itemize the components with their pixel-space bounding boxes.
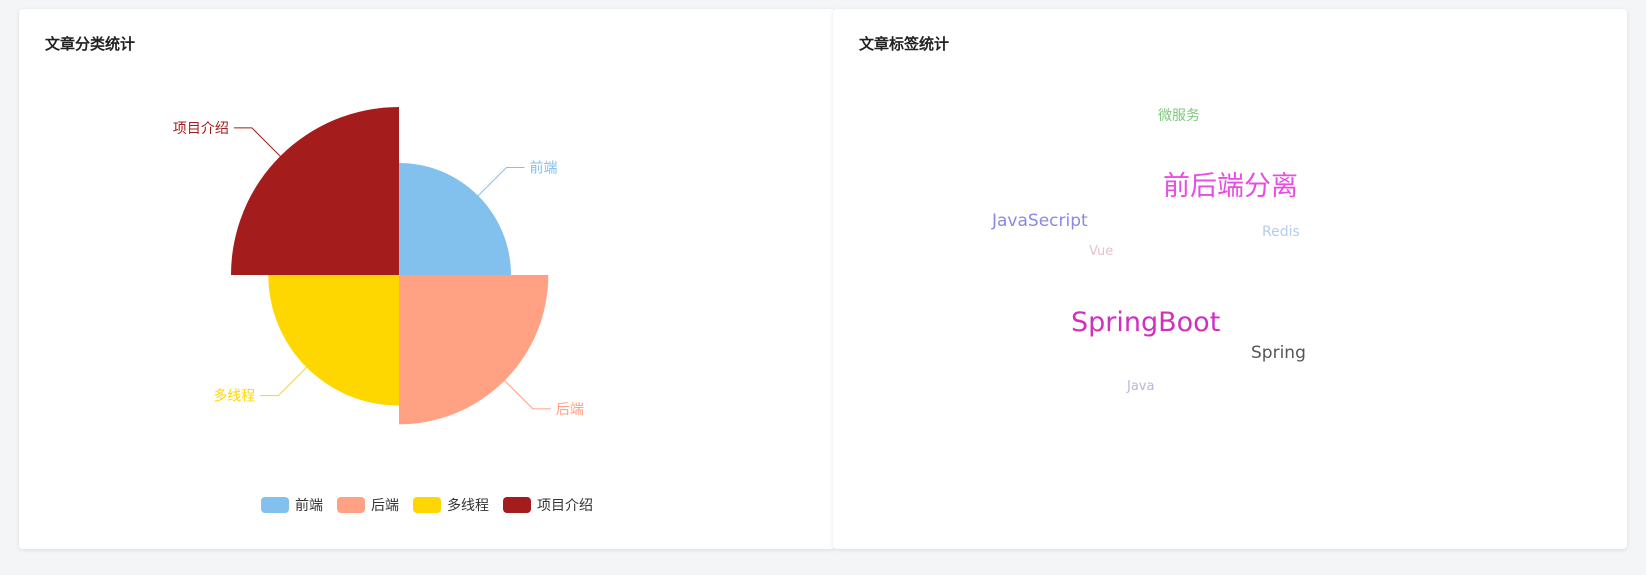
legend-item-3[interactable]: 项目介绍 — [503, 495, 593, 515]
legend-item-0[interactable]: 前端 — [261, 495, 323, 515]
tag-word-4[interactable]: Vue — [1089, 244, 1114, 259]
tag-word-6[interactable]: Spring — [1251, 343, 1306, 363]
tag-cloud-card: 文章标签统计 微服务前后端分离 JavaSecript Redis Vue Spring… — [833, 9, 1627, 549]
legend-label: 项目介绍 — [537, 498, 593, 514]
legend-swatch — [261, 497, 289, 513]
tag-cloud-title: 文章标签统计 — [859, 35, 950, 53]
rose-label-line-3 — [233, 127, 288, 164]
legend-label: 后端 — [371, 498, 399, 514]
legend-label: 多线程 — [447, 498, 489, 514]
rose-label-3: 项目介绍 — [173, 121, 229, 137]
category-legend: 前端 后端 多线程 项目介绍 — [19, 495, 835, 515]
rose-label-line-1 — [497, 373, 551, 410]
legend-swatch — [337, 497, 365, 513]
tag-word-0[interactable]: 微服务 — [1158, 108, 1200, 124]
tag-word-7[interactable]: Java — [1127, 379, 1155, 394]
rose-label-2: 多线程 — [213, 388, 255, 405]
rose-label-line-2 — [260, 359, 315, 397]
legend-swatch — [503, 497, 531, 513]
rose-label-line-0 — [470, 167, 525, 204]
legend-item-1[interactable]: 后端 — [337, 495, 399, 515]
rose-label-0: 前端 — [529, 160, 557, 177]
tag-word-5[interactable]: SpringBoot — [1071, 307, 1221, 338]
legend-label: 前端 — [295, 498, 323, 514]
tag-word-2[interactable]: JavaSecript — [992, 211, 1088, 231]
category-chart-title: 文章分类统计 — [45, 35, 136, 53]
rose-label-1: 后端 — [556, 402, 584, 418]
rose-slice-1[interactable] — [399, 275, 549, 425]
legend-swatch — [413, 497, 441, 513]
rose-slice-3[interactable] — [231, 107, 399, 275]
tag-word-1[interactable]: 前后端分离 — [1163, 171, 1298, 202]
tag-word-cloud: 微服务前后端分离 JavaSecript Redis Vue SpringBoot Spr… — [833, 9, 1627, 549]
legend-item-2[interactable]: 多线程 — [413, 495, 489, 515]
category-chart-card: 文章分类统计 前端 后端 多线程 项目介绍 前端 后端 多线程 项目介绍 — [19, 9, 835, 549]
rose-slice-2[interactable] — [268, 275, 399, 406]
tag-word-3[interactable]: Redis — [1262, 224, 1300, 240]
rose-slice-0[interactable] — [399, 163, 511, 275]
